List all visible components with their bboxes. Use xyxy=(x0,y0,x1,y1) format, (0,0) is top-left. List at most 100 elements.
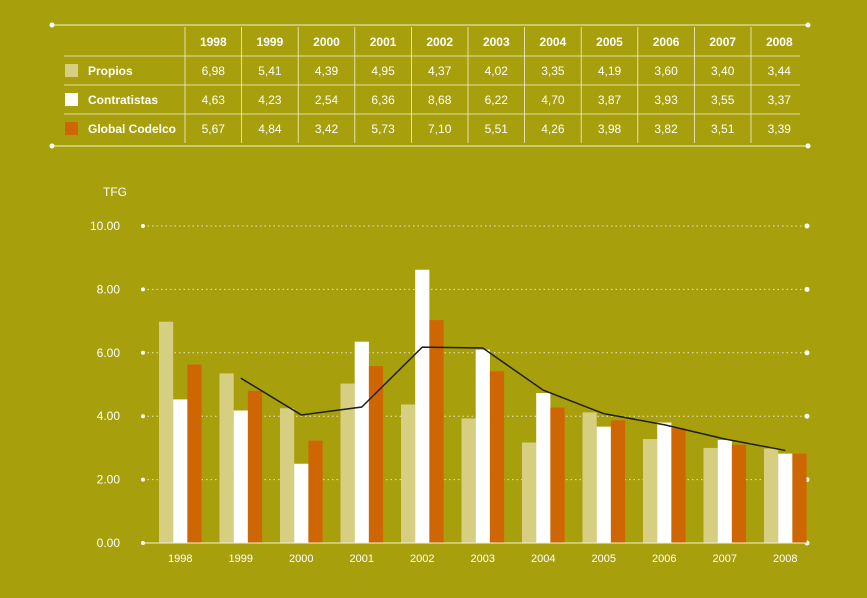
bar-contratistas xyxy=(294,463,309,543)
bar-global xyxy=(429,320,444,543)
table-cell: 4,84 xyxy=(258,122,282,136)
bar-contratistas xyxy=(536,393,551,543)
bar-propios xyxy=(643,439,658,543)
table-cell: 3,39 xyxy=(768,122,792,136)
table-cell: 4,95 xyxy=(371,64,395,78)
bar-global xyxy=(308,440,323,543)
table-cell: 7,10 xyxy=(428,122,452,136)
bar-propios xyxy=(159,321,174,543)
x-tick-label: 2001 xyxy=(350,553,374,565)
table-cell: 6,36 xyxy=(371,93,395,107)
bar-propios xyxy=(582,412,597,543)
table-header-year: 2002 xyxy=(426,35,453,49)
legend-swatch-contratistas xyxy=(65,93,78,106)
y-tick-label: 0.00 xyxy=(97,536,121,550)
table-cell: 3,35 xyxy=(541,64,565,78)
table-cell: 3,82 xyxy=(654,122,678,136)
x-tick-label: 1998 xyxy=(168,553,192,565)
bar-contratistas xyxy=(233,410,248,543)
table-cell: 2,54 xyxy=(315,93,339,107)
x-tick-label: 2007 xyxy=(713,553,737,565)
bar-contratistas xyxy=(173,399,188,543)
bar-global xyxy=(187,364,202,543)
bar-contratistas xyxy=(657,422,672,543)
table-cell: 5,73 xyxy=(371,122,395,136)
y-tick-label: 8.00 xyxy=(97,282,121,296)
bar-propios xyxy=(340,383,355,543)
table-cell: 4,02 xyxy=(485,64,509,78)
table-cell: 6,98 xyxy=(202,64,226,78)
table-cell: 4,23 xyxy=(258,93,282,107)
table-cell: 3,37 xyxy=(768,93,792,107)
table-header-year: 2000 xyxy=(313,35,340,49)
y-axis-label: TFG xyxy=(103,185,127,199)
bar-propios xyxy=(280,408,295,543)
table-header-year: 2004 xyxy=(540,35,567,49)
table-cell: 3,93 xyxy=(654,93,678,107)
bar-contratistas xyxy=(596,426,611,543)
trend-line xyxy=(240,346,786,452)
table-cell: 4,37 xyxy=(428,64,452,78)
table-cell: 4,39 xyxy=(315,64,339,78)
rule-dot xyxy=(49,143,55,149)
gridline-dot xyxy=(141,477,145,482)
table-cell: 3,55 xyxy=(711,93,735,107)
table-cell: 4,26 xyxy=(541,122,565,136)
bar-propios xyxy=(219,373,234,543)
bar-global xyxy=(610,420,626,543)
row-label-global: Global Codelco xyxy=(88,122,176,136)
x-tick-label: 2000 xyxy=(289,553,313,565)
bar-propios xyxy=(401,404,416,543)
gridline-dot xyxy=(141,287,145,292)
table-cell: 4,63 xyxy=(202,93,226,107)
bar-contratistas xyxy=(778,453,793,543)
legend-swatch-global xyxy=(65,122,78,135)
bar-contratistas xyxy=(354,341,369,543)
gridline-dot xyxy=(141,350,145,355)
rule-dot xyxy=(805,143,811,149)
bar-contratistas xyxy=(415,269,430,543)
table-header-year: 1998 xyxy=(200,35,227,49)
table-cell: 3,87 xyxy=(598,93,622,107)
table-cell: 3,98 xyxy=(598,122,622,136)
table-header-year: 2006 xyxy=(653,35,680,49)
table-header-year: 2007 xyxy=(709,35,736,49)
gridline-dot xyxy=(804,413,810,419)
gridline-dot xyxy=(804,286,810,292)
gridline-dot xyxy=(804,223,810,229)
table-cell: 4,19 xyxy=(598,64,622,78)
bar-global xyxy=(489,371,505,543)
gridline-dot xyxy=(141,414,145,419)
x-tick-label: 2008 xyxy=(773,553,797,565)
table-cell: 6,22 xyxy=(485,93,509,107)
bar-global xyxy=(550,407,565,543)
rule-dot xyxy=(805,22,811,28)
rule-dot xyxy=(49,22,55,28)
bar-contratistas xyxy=(475,349,490,543)
y-tick-label: 4.00 xyxy=(97,409,121,423)
table-cell: 3,40 xyxy=(711,64,735,78)
y-tick-label: 2.00 xyxy=(97,473,121,487)
table-cell: 3,44 xyxy=(768,64,792,78)
bar-contratistas xyxy=(717,439,732,543)
table-cell: 3,60 xyxy=(654,64,678,78)
table-cell: 5,67 xyxy=(202,122,226,136)
table-cell: 4,70 xyxy=(541,93,565,107)
bar-propios xyxy=(522,442,537,543)
bar-global xyxy=(792,453,807,543)
table-header-year: 2008 xyxy=(766,35,793,49)
y-tick-label: 10.00 xyxy=(90,219,120,233)
bar-propios xyxy=(703,447,718,543)
gridline-dot xyxy=(804,350,810,356)
table-cell: 3,42 xyxy=(315,122,339,136)
bar-propios xyxy=(461,418,476,543)
table-header-year: 2005 xyxy=(596,35,623,49)
table-cell: 8,68 xyxy=(428,93,452,107)
bar-global xyxy=(731,444,747,543)
x-tick-label: 2003 xyxy=(471,553,495,565)
x-tick-label: 2004 xyxy=(531,553,555,565)
table-header-year: 2001 xyxy=(370,35,397,49)
row-label-contratistas: Contratistas xyxy=(88,93,158,107)
bar-global xyxy=(671,428,686,543)
